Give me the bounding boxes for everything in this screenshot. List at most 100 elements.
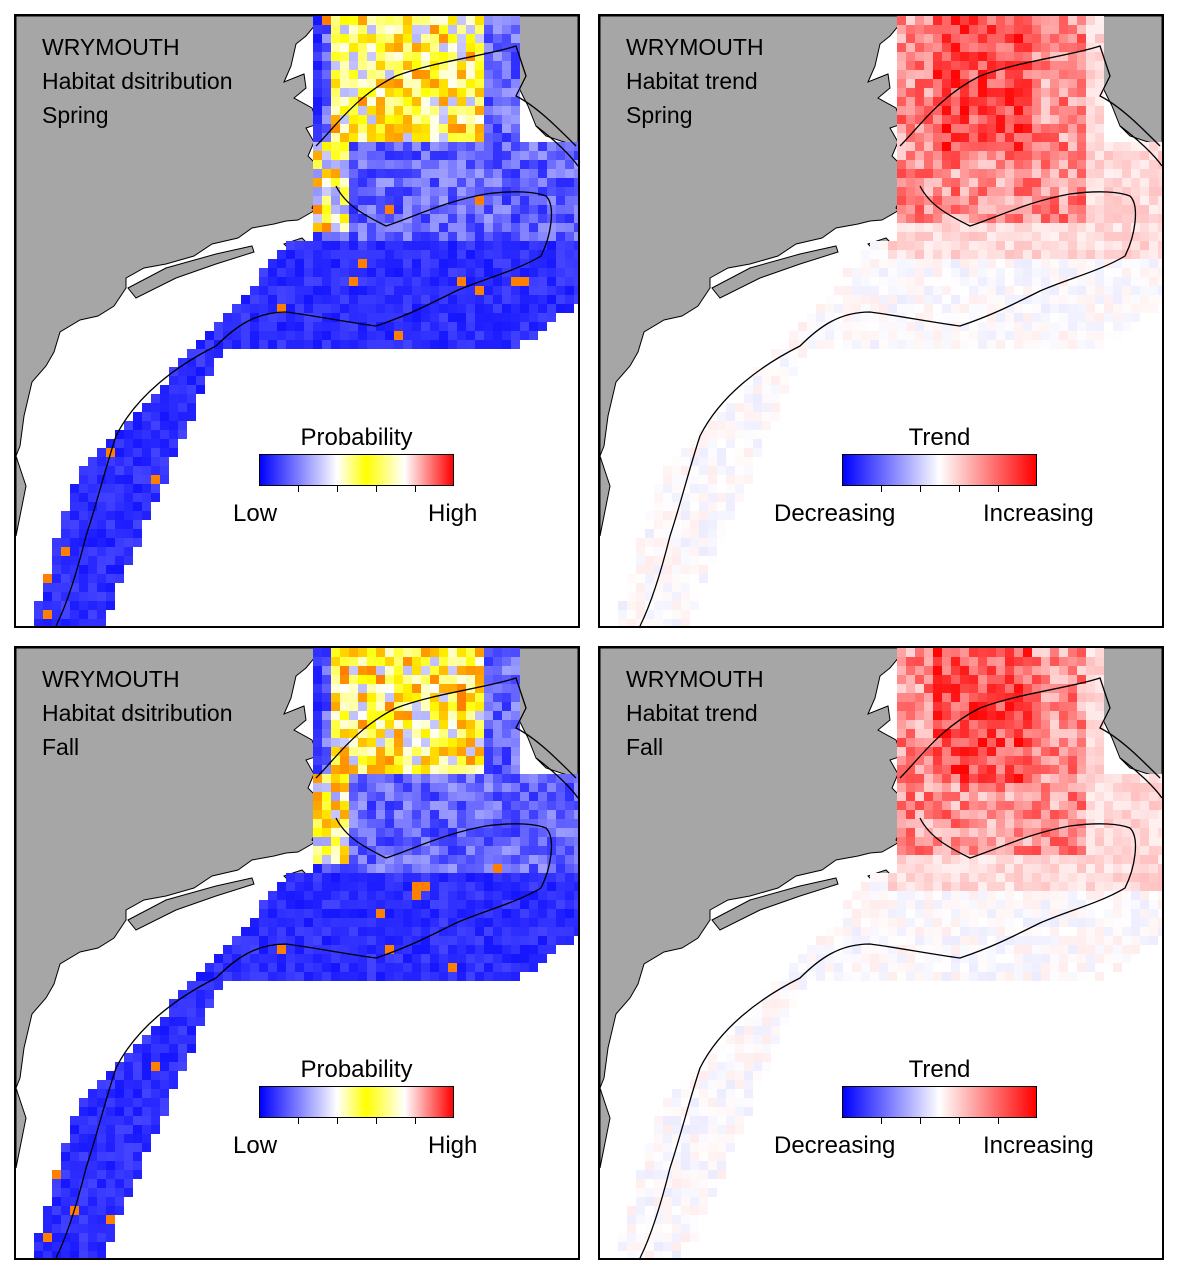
grid-cell: [304, 945, 313, 954]
grid-cell: [448, 322, 457, 331]
grid-cell: [547, 936, 556, 945]
grid-cell: [1077, 927, 1086, 936]
grid-cell: [511, 268, 520, 277]
grid-cell: [978, 61, 987, 70]
subtitle-label: Habitat trend: [626, 68, 758, 94]
grid-cell: [52, 538, 61, 547]
grid-cell: [1023, 837, 1032, 846]
grid-cell: [1113, 891, 1122, 900]
grid-cell: [493, 52, 502, 61]
grid-cell: [97, 1134, 106, 1143]
grid-cell: [430, 286, 439, 295]
grid-cell: [969, 124, 978, 133]
grid-cell: [349, 25, 358, 34]
grid-cell: [349, 882, 358, 891]
grid-cell: [340, 241, 349, 250]
grid-cell: [520, 954, 529, 963]
grid-cell: [960, 268, 969, 277]
grid-cell: [124, 457, 133, 466]
grid-cell: [88, 484, 97, 493]
grid-cell: [106, 1188, 115, 1197]
grid-cell: [412, 873, 421, 882]
grid-cell: [951, 801, 960, 810]
grid-cell: [987, 187, 996, 196]
grid-cell: [924, 909, 933, 918]
grid-cell: [493, 972, 502, 981]
grid-cell: [1032, 774, 1041, 783]
grid-cell: [717, 430, 726, 439]
grid-cell: [349, 846, 358, 855]
grid-cell: [1068, 756, 1077, 765]
grid-cell: [430, 232, 439, 241]
grid-cell: [978, 250, 987, 259]
grid-cell: [520, 268, 529, 277]
grid-cell: [879, 927, 888, 936]
grid-cell: [951, 810, 960, 819]
grid-cell: [493, 693, 502, 702]
grid-cell: [1095, 331, 1104, 340]
grid-cell: [1158, 909, 1162, 918]
grid-cell: [394, 286, 403, 295]
grid-cell: [942, 169, 951, 178]
grid-cell: [547, 783, 556, 792]
grid-cell: [870, 277, 879, 286]
grid-cell: [663, 592, 672, 601]
grid-cell: [430, 792, 439, 801]
grid-cell: [466, 855, 475, 864]
grid-cell: [61, 1143, 70, 1152]
grid-cell: [556, 909, 565, 918]
grid-cell: [79, 475, 88, 484]
grid-cell: [124, 1161, 133, 1170]
grid-cell: [627, 601, 636, 610]
grid-cell: [933, 106, 942, 115]
grid-cell: [1041, 241, 1050, 250]
grid-cell: [987, 34, 996, 43]
grid-cell: [466, 783, 475, 792]
grid-cell: [376, 783, 385, 792]
grid-cell: [1095, 79, 1104, 88]
grid-cell: [403, 142, 412, 151]
grid-cell: [1041, 133, 1050, 142]
grid-cell: [789, 367, 798, 376]
grid-cell: [1095, 196, 1104, 205]
grid-cell: [367, 268, 376, 277]
grid-cell: [1032, 801, 1041, 810]
grid-cell: [466, 945, 475, 954]
grid-cell: [735, 457, 744, 466]
grid-cell: [295, 927, 304, 936]
grid-cell: [484, 313, 493, 322]
grid-cell: [897, 277, 906, 286]
grid-cell: [475, 205, 484, 214]
grid-cell: [1086, 684, 1095, 693]
grid-cell: [439, 864, 448, 873]
grid-cell: [430, 846, 439, 855]
grid-cell: [367, 223, 376, 232]
grid-cell: [1032, 340, 1041, 349]
grid-cell: [933, 196, 942, 205]
grid-cell: [88, 1107, 97, 1116]
grid-cell: [466, 819, 475, 828]
grid-cell: [960, 25, 969, 34]
grid-cell: [502, 52, 511, 61]
grid-cell: [708, 421, 717, 430]
grid-cell: [421, 729, 430, 738]
grid-cell: [79, 1242, 88, 1251]
grid-cell: [1041, 16, 1050, 25]
grid-cell: [340, 52, 349, 61]
grid-cell: [987, 160, 996, 169]
grid-cell: [574, 927, 578, 936]
grid-cell: [1086, 214, 1095, 223]
grid-cell: [133, 1170, 142, 1179]
grid-cell: [942, 774, 951, 783]
grid-cell: [70, 583, 79, 592]
grid-cell: [627, 583, 636, 592]
grid-cell: [915, 259, 924, 268]
grid-cell: [915, 97, 924, 106]
grid-cell: [322, 232, 331, 241]
grid-cell: [367, 124, 376, 133]
grid-cell: [547, 250, 556, 259]
grid-cell: [1086, 79, 1095, 88]
grid-cell: [1113, 268, 1122, 277]
grid-cell: [277, 295, 286, 304]
grid-cell: [475, 756, 484, 765]
